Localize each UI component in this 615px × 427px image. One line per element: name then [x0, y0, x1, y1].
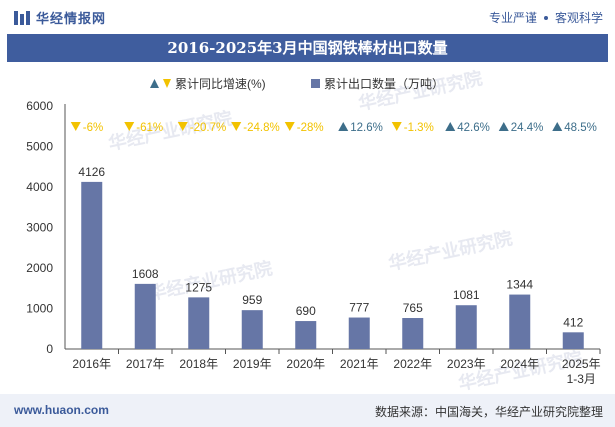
growth-label-4: -28%	[297, 122, 324, 134]
growth-up-icon-5	[338, 122, 349, 131]
growth-up-icon-9	[552, 122, 563, 131]
brand-logo-icon	[14, 10, 30, 26]
growth-label-2: -20.7%	[190, 122, 226, 134]
y-tick-label-0: 0	[46, 342, 53, 356]
brand-name: 华经情报网	[36, 11, 107, 26]
bar-value-label-8: 1344	[506, 278, 533, 292]
x-category-label-6: 2022年	[393, 357, 432, 371]
bar-0	[81, 181, 103, 349]
bar-1	[134, 283, 156, 349]
bar-3	[241, 310, 263, 349]
top-bar: 华经情报网 专业严谨 客观科学	[0, 0, 615, 34]
growth-label-7: 42.6%	[457, 122, 490, 134]
growth-label-0: -6%	[83, 122, 103, 134]
brand-logo[interactable]: 华经情报网	[14, 8, 106, 27]
slogan-left: 专业严谨	[488, 11, 537, 25]
legend-down-triangle-icon	[163, 79, 171, 88]
x-category-label-4: 2020年	[286, 357, 325, 371]
x-category-label-7: 2023年	[447, 357, 486, 371]
growth-down-icon-2	[177, 122, 188, 131]
y-tick-label-1: 1000	[26, 302, 53, 316]
growth-label-9: 48.5%	[564, 122, 597, 134]
slogan: 专业严谨 客观科学	[489, 9, 603, 26]
growth-label-8: 24.4%	[511, 122, 544, 134]
x-category-label-9-line1: 1-3月	[567, 372, 596, 386]
growth-down-icon-0	[70, 122, 81, 131]
y-tick-label-3: 3000	[26, 221, 53, 235]
growth-down-icon-4	[284, 122, 295, 131]
x-category-label-5: 2021年	[340, 357, 379, 371]
growth-up-icon-8	[498, 122, 509, 131]
y-tick-label-6: 6000	[26, 99, 53, 113]
x-category-label-1: 2017年	[126, 357, 165, 371]
x-category-label-2: 2018年	[179, 357, 218, 371]
growth-down-icon-6	[391, 122, 402, 131]
chart-title: 2016-2025年3月中国钢铁棒材出口数量	[7, 34, 608, 62]
growth-label-3: -24.8%	[243, 122, 279, 134]
growth-label-5: 12.6%	[350, 122, 383, 134]
watermark-text-2: 华经产业研究院	[386, 227, 514, 274]
slogan-right: 客观科学	[554, 11, 603, 25]
bar-value-label-4: 690	[296, 304, 316, 318]
bar-value-label-1: 1608	[132, 267, 159, 281]
legend-up-triangle-icon	[150, 79, 159, 88]
bar-9	[562, 332, 584, 349]
bar-value-label-2: 1275	[185, 280, 212, 294]
x-category-label-9: 2025年	[562, 357, 601, 371]
growth-down-icon-1	[124, 122, 135, 131]
bar-6	[402, 318, 424, 349]
bar-value-label-6: 765	[403, 301, 423, 315]
bar-7	[455, 305, 477, 349]
bar-value-label-9: 412	[563, 315, 583, 329]
growth-down-icon-3	[231, 122, 242, 131]
growth-label-6: -1.3%	[404, 122, 434, 134]
slogan-dot-icon	[543, 15, 548, 20]
growth-label-1: -61%	[136, 122, 163, 134]
legend-volume-label: 累计出口数量（万吨）	[324, 76, 444, 91]
y-tick-label-2: 2000	[26, 261, 53, 275]
footer-source: 数据来源：中国海关，华经产业研究院整理	[374, 405, 603, 419]
bar-value-label-0: 4126	[78, 165, 105, 179]
x-category-label-0: 2016年	[72, 357, 111, 371]
bar-value-label-7: 1081	[453, 288, 480, 302]
x-category-label-3: 2019年	[233, 357, 272, 371]
x-category-label-8: 2024年	[500, 357, 539, 371]
legend-bar-swatch	[311, 79, 320, 88]
bar-value-label-5: 777	[349, 301, 369, 315]
bar-4	[295, 321, 317, 349]
footer: www.huaon.com 数据来源：中国海关，华经产业研究院整理	[0, 394, 615, 427]
bar-2	[188, 297, 210, 349]
bar-value-label-3: 959	[242, 293, 262, 307]
growth-up-icon-7	[445, 122, 456, 131]
y-tick-label-5: 5000	[26, 140, 53, 154]
y-tick-label-4: 4000	[26, 180, 53, 194]
chart-area: 华经产业研究院华经产业研究院华经产业研究院华经产业研究院华经产业研究院01000…	[26, 67, 601, 394]
bar-5	[348, 317, 370, 349]
footer-url-link[interactable]: www.huaon.com	[14, 403, 109, 417]
legend-growth-label: 累计同比增速(%)	[175, 77, 266, 91]
bar-8	[509, 294, 531, 349]
